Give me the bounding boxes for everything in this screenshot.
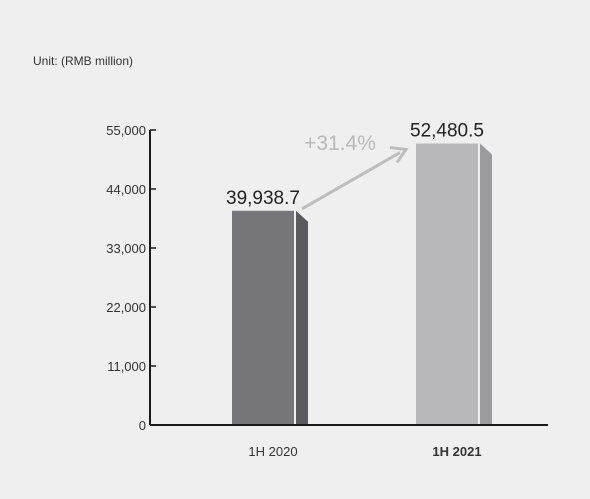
bar-side-1 xyxy=(480,143,492,426)
bar-front-1 xyxy=(416,143,478,426)
unit-label: Unit: (RMB million) xyxy=(33,54,134,68)
value-label-0: 39,938.7 xyxy=(226,188,300,209)
growth-arrow-line xyxy=(301,151,401,211)
y-tick-label-5: 55,000 xyxy=(106,123,146,138)
bar-front-0 xyxy=(232,210,294,425)
y-tick-label-1: 11,000 xyxy=(107,359,146,374)
y-tick-label-3: 33,000 xyxy=(106,241,146,256)
y-tick-label-0: 0 xyxy=(139,418,146,433)
y-tick-label-4: 44,000 xyxy=(106,182,146,197)
value-label-1: 52,480.5 xyxy=(410,121,484,142)
y-tick-label-2: 22,000 xyxy=(106,300,146,315)
bar-side-0 xyxy=(296,210,308,425)
category-label-0: 1H 2020 xyxy=(248,444,297,459)
growth-label: +31.4% xyxy=(304,132,376,155)
growth-arrow-head xyxy=(389,146,409,164)
category-label-1: 1H 2021 xyxy=(432,444,481,459)
